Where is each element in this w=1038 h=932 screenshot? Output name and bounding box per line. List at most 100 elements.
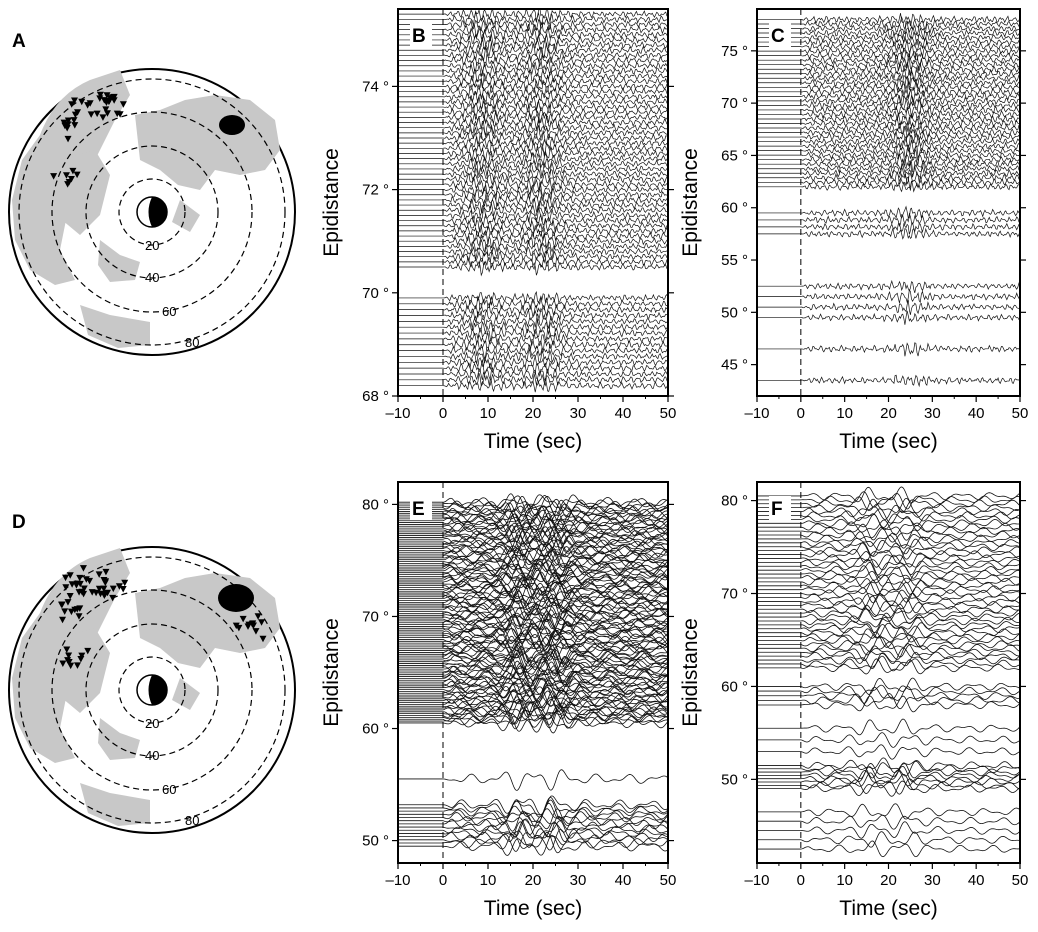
panel-letter-bg	[769, 23, 791, 47]
y-tick-label: 65 °	[721, 147, 748, 164]
station-triangle	[75, 613, 83, 620]
station-triangle	[62, 574, 70, 582]
seismogram-trace	[398, 57, 668, 74]
seismogram-trace	[398, 582, 668, 604]
seismogram-trace	[757, 580, 1020, 598]
seismogram-trace	[757, 732, 1020, 748]
seismogram-trace	[757, 170, 1020, 185]
seismogram-trace	[757, 161, 1020, 177]
seismogram-trace	[398, 831, 668, 854]
seismogram-trace	[398, 681, 668, 705]
map-d-land-south	[98, 718, 140, 760]
seismogram-trace	[398, 21, 668, 38]
station-triangle	[65, 652, 73, 660]
seismogram-trace	[757, 554, 1020, 571]
seismogram-trace	[757, 586, 1020, 604]
seismogram-trace	[757, 279, 1020, 294]
map-d-ring-20	[118, 656, 186, 724]
seismogram-trace	[398, 808, 668, 832]
x-tick-label: –10	[744, 872, 769, 889]
seismogram-trace	[398, 319, 668, 335]
seismogram-trace	[757, 574, 1020, 591]
station-triangle	[109, 594, 117, 602]
seismogram-trace	[757, 627, 1020, 644]
map-d-land-island	[172, 678, 200, 710]
seismogram-trace	[398, 560, 668, 581]
seismogram-trace	[757, 607, 1020, 625]
seismogram-trace	[398, 191, 668, 208]
seismogram-trace	[757, 158, 1020, 173]
station-triangle	[259, 635, 267, 643]
map-a-ring-label-40: 40	[145, 270, 159, 285]
seismogram-trace	[398, 53, 668, 68]
seismogram-trace	[757, 299, 1020, 315]
station-triangle	[102, 99, 110, 106]
seismogram-trace	[757, 486, 1020, 503]
seismogram-trace	[398, 505, 668, 525]
map-d-range-rings	[18, 556, 286, 824]
seismogram-trace	[398, 167, 668, 182]
seismogram-trace	[398, 181, 668, 198]
seismogram-trace	[398, 675, 668, 695]
x-tick-label: 40	[968, 405, 985, 422]
seismogram-trace	[757, 176, 1020, 191]
seismogram-trace	[398, 649, 668, 673]
seismogram-trace	[398, 499, 668, 522]
seismogram-trace	[757, 693, 1020, 710]
x-tick-label: 50	[660, 405, 677, 422]
station-triangle	[76, 574, 84, 582]
seismogram-trace	[398, 33, 668, 48]
map-a-ring-60	[51, 111, 253, 313]
seismogram-trace	[757, 27, 1020, 41]
polar-map-a: 20 40 60 80	[8, 68, 296, 356]
seismogram-trace	[398, 349, 668, 364]
seismogram-trace	[398, 504, 668, 524]
seismogram-trace	[757, 641, 1020, 658]
seismogram-trace	[398, 172, 668, 187]
station-triangle	[64, 181, 72, 188]
seismogram-trace	[757, 85, 1020, 98]
seismogram-trace	[757, 624, 1020, 639]
y-tick-label: 70 °	[721, 95, 748, 112]
panel-letter: B	[412, 26, 426, 47]
seismogram-trace	[398, 36, 668, 53]
seismogram-trace	[398, 313, 668, 329]
seismogram-trace	[757, 592, 1020, 611]
seismogram-trace	[398, 253, 668, 271]
station-triangle	[77, 656, 85, 663]
seismogram-trace	[398, 136, 668, 151]
map-d-land-asia	[60, 628, 110, 713]
seismogram-trace	[398, 712, 668, 733]
seismogram-trace	[398, 654, 668, 676]
seismogram-trace	[398, 651, 668, 671]
seismogram-trace	[757, 760, 1020, 779]
station-triangle	[80, 585, 88, 593]
station-triangle	[95, 571, 103, 578]
seismogram-trace	[757, 603, 1020, 620]
seismogram-trace	[757, 655, 1020, 672]
map-a-range-rings	[18, 78, 286, 346]
seismogram-trace	[398, 295, 668, 311]
seismogram-trace	[757, 112, 1020, 126]
seismogram-trace	[757, 126, 1020, 139]
trace-group	[398, 9, 668, 393]
seismogram-trace	[398, 89, 668, 106]
seismogram-trace	[398, 611, 668, 630]
seismogram-trace	[398, 613, 668, 634]
seismogram-trace	[398, 63, 668, 78]
map-a-ring-80	[18, 78, 286, 346]
map-a-ring-label-60: 60	[162, 304, 176, 319]
seismogram-trace	[398, 808, 668, 828]
map-d-land	[12, 548, 280, 826]
map-d-land-australia	[80, 783, 150, 826]
seismogram-trace	[398, 641, 668, 662]
seismogram-trace	[757, 310, 1020, 325]
station-triangle	[92, 589, 100, 597]
station-triangle	[82, 576, 90, 583]
map-a-land-america	[135, 95, 280, 190]
seismogram-trace	[398, 569, 668, 590]
seismogram-trace	[398, 494, 668, 514]
seismogram-trace	[757, 523, 1020, 541]
station-triangle	[76, 580, 84, 588]
seismogram-trace	[398, 677, 668, 698]
